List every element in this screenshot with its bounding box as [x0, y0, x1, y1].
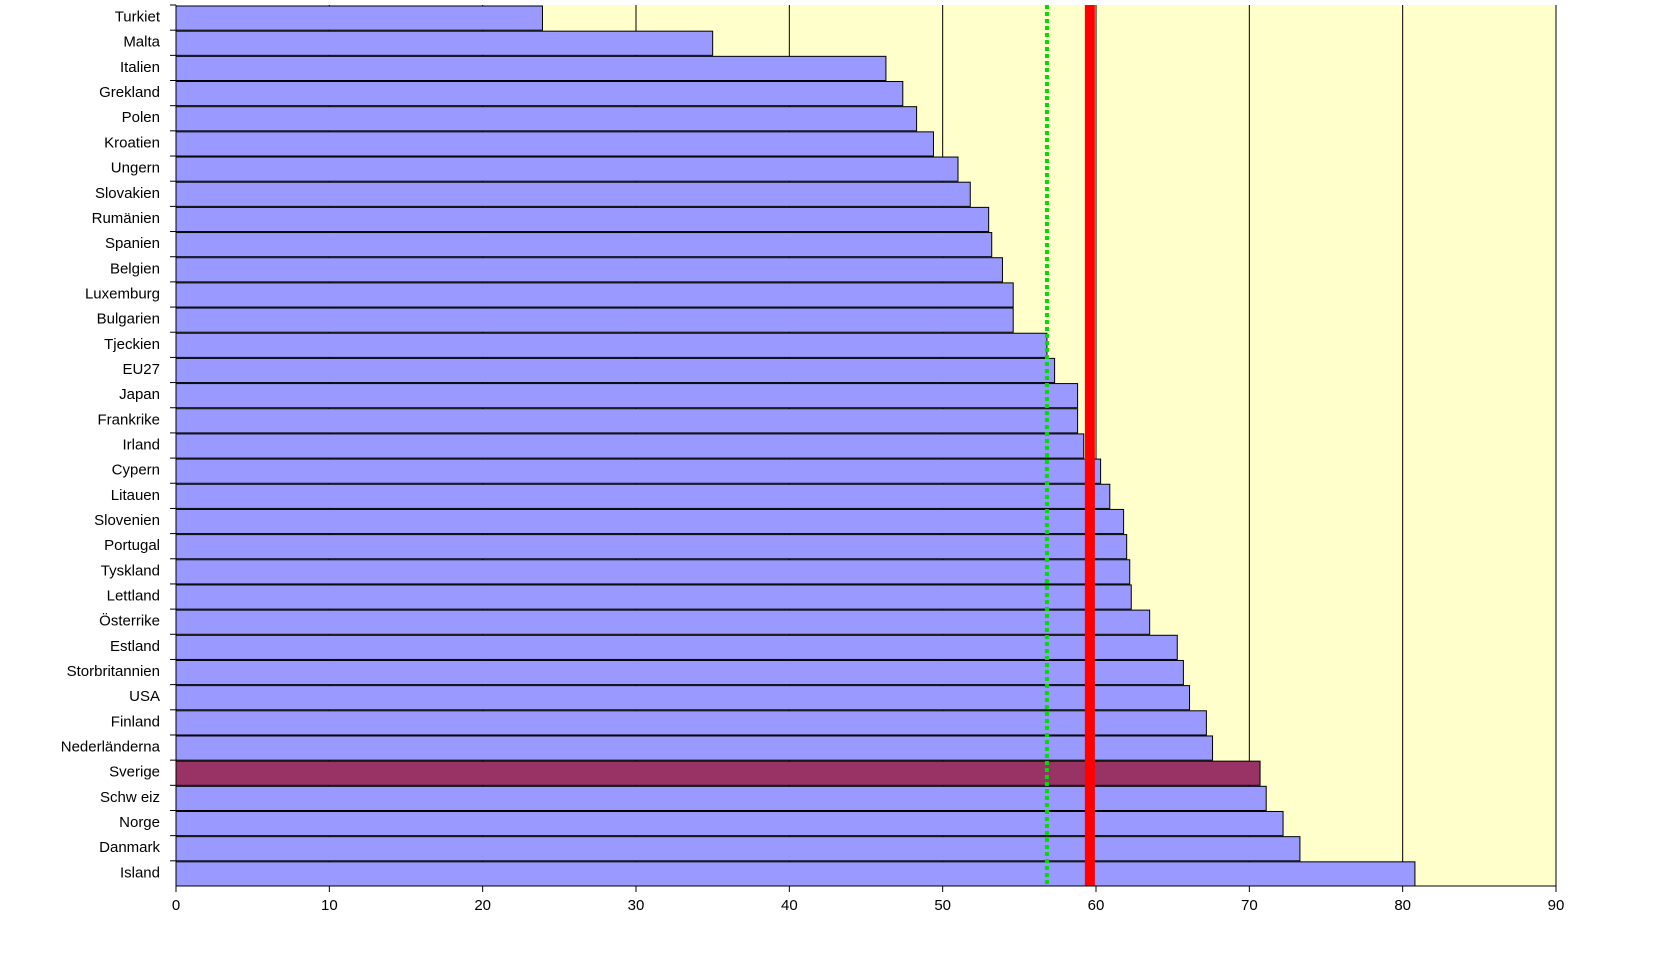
x-tick-label: 40 — [781, 897, 798, 914]
y-tick-label: Tjeckien — [104, 336, 160, 353]
y-tick-label: Lettland — [107, 587, 160, 604]
y-tick-label: Grekland — [99, 84, 160, 101]
y-tick-label: Nederländerna — [61, 739, 161, 756]
x-tick-label: 50 — [934, 897, 951, 914]
y-tick-label: Bulgarien — [97, 311, 160, 328]
x-tick-label: 80 — [1394, 897, 1411, 914]
y-tick-label: USA — [129, 688, 160, 705]
y-tick-label: Polen — [122, 109, 160, 126]
bar — [175, 685, 1191, 711]
bar — [175, 408, 1079, 434]
bar — [175, 433, 1085, 459]
bar — [175, 609, 1151, 635]
bar — [175, 735, 1214, 761]
y-tick-label: Norge — [119, 814, 160, 831]
y-tick-label: Kroatien — [104, 134, 160, 151]
bar — [175, 131, 934, 157]
x-tick-label: 30 — [628, 897, 645, 914]
bar — [175, 508, 1125, 535]
y-tick-label: Frankrike — [97, 411, 160, 428]
bar — [175, 483, 1111, 509]
y-tick-label: Litauen — [111, 487, 160, 504]
bar — [175, 861, 1416, 887]
bar — [175, 357, 1056, 384]
bar — [175, 760, 1261, 786]
bar — [175, 30, 714, 56]
bar — [175, 785, 1267, 811]
x-tick-label: 70 — [1241, 897, 1258, 914]
bar — [175, 206, 990, 233]
y-tick-label: Estland — [110, 638, 160, 655]
bar — [175, 458, 1102, 484]
bar — [175, 534, 1128, 560]
bar — [175, 810, 1284, 837]
y-tick-label: Spanien — [105, 235, 160, 252]
x-tick-label: 20 — [474, 897, 491, 914]
y-tick-label: Österrike — [99, 612, 160, 630]
y-tick-label: Ungern — [111, 160, 160, 177]
y-tick-label: Danmark — [99, 839, 160, 856]
bar — [175, 181, 971, 207]
bar — [175, 332, 1048, 358]
y-tick-label: Turkiet — [115, 9, 161, 26]
bar — [175, 710, 1207, 736]
y-tick-label: Sverige — [109, 764, 160, 781]
bar — [175, 106, 918, 132]
bar — [175, 156, 959, 182]
y-tick-label: Belgien — [110, 260, 160, 277]
bar — [175, 836, 1301, 862]
y-tick-label: Slovakien — [95, 185, 160, 202]
bar — [175, 232, 993, 258]
y-tick-label: Irland — [122, 436, 160, 453]
bar — [175, 257, 1003, 283]
y-tick-label: Cypern — [112, 462, 160, 479]
y-tick-label: Rumänien — [92, 210, 160, 227]
bar — [175, 307, 1014, 333]
y-tick-label: EU27 — [122, 361, 160, 378]
y-tick-label: Tyskland — [101, 562, 160, 579]
bar — [175, 559, 1131, 585]
y-tick-label: Finland — [111, 713, 160, 730]
y-tick-label: Storbritannien — [67, 663, 160, 680]
x-tick-label: 10 — [321, 897, 338, 914]
y-tick-label: Italien — [120, 59, 160, 76]
bar — [175, 282, 1014, 308]
bar — [175, 584, 1132, 610]
y-tick-label: Luxemburg — [85, 285, 160, 302]
x-tick-label: 90 — [1548, 897, 1565, 914]
y-tick-label: Schw eiz — [100, 789, 160, 806]
y-tick-label: Malta — [123, 34, 160, 51]
bar — [175, 659, 1184, 686]
bar — [175, 5, 543, 31]
bar — [175, 55, 887, 82]
x-tick-label: 0 — [172, 897, 180, 914]
bar — [175, 81, 904, 107]
bar — [175, 634, 1178, 660]
y-tick-label: Japan — [119, 386, 160, 403]
bar — [175, 383, 1079, 409]
y-tick-label: Portugal — [104, 537, 160, 554]
y-tick-label: Slovenien — [94, 512, 160, 529]
x-tick-label: 60 — [1088, 897, 1105, 914]
y-tick-label: Island — [120, 864, 160, 881]
